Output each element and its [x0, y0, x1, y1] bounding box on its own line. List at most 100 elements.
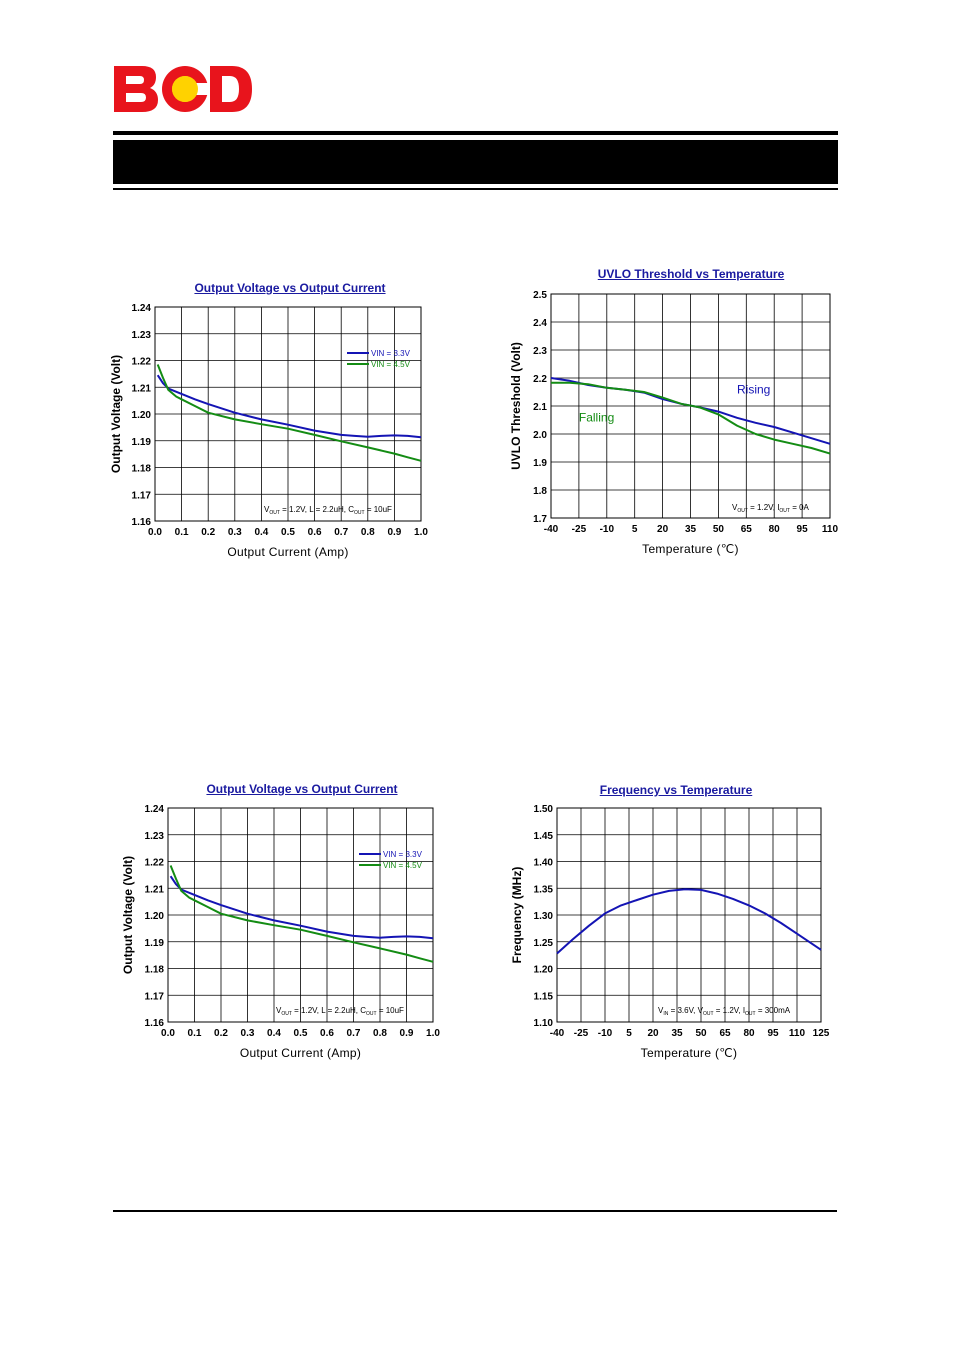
x-tick-label: 0.8: [361, 527, 375, 538]
chart-title: Frequency vs Temperature: [599, 783, 753, 797]
x-tick-label: 95: [767, 1028, 779, 1039]
y-tick-label: 2.0: [533, 430, 547, 441]
x-tick-label: 0.4: [267, 1028, 281, 1039]
annotation-subscript: OUT: [366, 1011, 377, 1017]
annotation-text: = 10uF: [365, 505, 392, 514]
annotation-subscript: IN: [663, 1011, 668, 1017]
x-axis-label: Temperature (℃): [641, 1046, 738, 1060]
annotation-text: V: [276, 1006, 282, 1015]
annotation-text: = 1.2V, L = 2.2uH, C: [292, 1006, 366, 1015]
y-axis-label: UVLO Threshold (Volt): [509, 342, 523, 470]
annotation-text: V: [264, 505, 270, 514]
annotation-text: = 1.2V, I: [748, 503, 780, 512]
x-tick-label: 0.6: [308, 527, 322, 538]
y-axis-label: Output Voltage (Volt): [121, 856, 135, 974]
x-tick-label: 0.2: [201, 527, 215, 538]
y-tick-label: 1.22: [132, 357, 152, 368]
series-line-vin-4-5v: [156, 364, 422, 462]
y-tick-label: 2.1: [533, 402, 547, 413]
logo-letter-d: [210, 66, 252, 112]
y-tick-label: 2.5: [533, 290, 547, 301]
x-tick-label: 0.3: [228, 527, 242, 538]
y-tick-label: 2.3: [533, 346, 547, 357]
y-tick-label: 1.20: [534, 965, 554, 976]
x-axis-label: Output Current (Amp): [227, 545, 348, 559]
annotation-text: = 0A: [790, 503, 810, 512]
x-tick-label: 0.3: [241, 1028, 255, 1039]
logo-letter-c-sun-core: [172, 76, 198, 102]
x-tick-label: 0.5: [294, 1028, 308, 1039]
y-tick-label: 1.25: [534, 938, 554, 949]
annotation-text: V: [732, 503, 738, 512]
x-tick-label: -40: [550, 1028, 565, 1039]
x-tick-label: 0.1: [188, 1028, 202, 1039]
y-tick-label: 1.16: [145, 1018, 165, 1029]
x-tick-label: 50: [695, 1028, 707, 1039]
x-tick-label: 1.0: [414, 527, 428, 538]
y-tick-label: 1.24: [132, 303, 152, 314]
x-tick-label: 80: [743, 1028, 755, 1039]
conditions-annotation: VOUT = 1.2V, IOUT = 0A: [732, 503, 810, 514]
y-tick-label: 1.22: [145, 858, 165, 869]
y-tick-label: 2.2: [533, 374, 547, 385]
y-tick-label: 1.19: [132, 437, 152, 448]
x-tick-label: -40: [544, 524, 559, 535]
annotation-text: = 10uF: [377, 1006, 404, 1015]
x-tick-label: -10: [598, 1028, 613, 1039]
x-tick-label: 20: [647, 1028, 659, 1039]
y-tick-label: 1.17: [145, 991, 165, 1002]
series-line-vin-3-3v: [156, 374, 422, 439]
x-tick-label: 1.0: [426, 1028, 440, 1039]
y-tick-label: 2.4: [533, 318, 547, 329]
x-tick-label: 110: [822, 524, 839, 535]
x-tick-label: 0.8: [373, 1028, 387, 1039]
y-tick-label: 1.15: [534, 991, 554, 1002]
y-tick-label: 1.45: [534, 831, 554, 842]
y-tick-label: 1.10: [534, 1018, 554, 1029]
x-tick-label: 20: [657, 524, 669, 535]
x-tick-label: 125: [813, 1028, 830, 1039]
y-axis-label: Output Voltage (Volt): [109, 355, 123, 473]
x-tick-label: 65: [741, 524, 753, 535]
series-line-vin-4-5v: [169, 865, 434, 963]
chart-uvlo-threshold-vs-temperature: UVLO Threshold vs Temperature -40 -25 -10 5…: [500, 266, 840, 566]
annotation-text: = 1.2V, L = 2.2uH, C: [280, 505, 354, 514]
header-rule-bottom: [113, 188, 838, 190]
x-tick-label: 35: [671, 1028, 683, 1039]
y-tick-label: 1.18: [132, 464, 152, 475]
y-tick-label: 1.40: [534, 858, 554, 869]
chart-title: Output Voltage vs Output Current: [194, 281, 386, 295]
x-tick-label: 65: [719, 1028, 731, 1039]
chart-output-voltage-vs-current-2: Output Voltage vs Output Current 0.0 0.1 0…: [112, 781, 452, 1081]
y-tick-label: 1.20: [132, 410, 152, 421]
y-tick-label: 1.30: [534, 911, 554, 922]
logo-letter-c-gap: [194, 83, 210, 95]
x-tick-label: 0.4: [254, 527, 268, 538]
x-tick-label: 0.2: [214, 1028, 228, 1039]
curve-label-rising: Rising: [737, 382, 770, 396]
y-tick-label: 1.23: [132, 330, 152, 341]
y-tick-label: 1.50: [534, 804, 554, 815]
y-axis-label: Frequency (MHz): [510, 867, 524, 964]
y-tick-label: 1.7: [533, 514, 547, 525]
y-tick-label: 1.24: [145, 804, 165, 815]
annotation-text: V: [658, 1006, 664, 1015]
y-tick-label: 1.8: [533, 486, 547, 497]
series-line-frequency: [556, 888, 822, 955]
y-tick-label: 1.35: [534, 884, 554, 895]
x-tick-label: 35: [685, 524, 697, 535]
x-tick-label: 0.0: [148, 527, 162, 538]
conditions-annotation: VOUT = 1.2V, L = 2.2uH, COUT = 10uF: [264, 505, 392, 516]
legend-label: VIN = 3.3V: [371, 349, 411, 358]
x-axis-label: Temperature (℃): [642, 542, 739, 556]
chart-title: Output Voltage vs Output Current: [206, 782, 398, 796]
y-tick-label: 1.23: [145, 831, 165, 842]
bcd-logo-graphic: [114, 66, 252, 112]
x-tick-label: 0.0: [161, 1028, 175, 1039]
x-tick-label: 50: [713, 524, 725, 535]
y-tick-label: 1.19: [145, 938, 165, 949]
x-tick-label: 0.1: [175, 527, 189, 538]
x-axis-label: Output Current (Amp): [240, 1046, 361, 1060]
annotation-subscript: OUT: [779, 508, 790, 514]
logo-letter-b: [114, 66, 158, 112]
